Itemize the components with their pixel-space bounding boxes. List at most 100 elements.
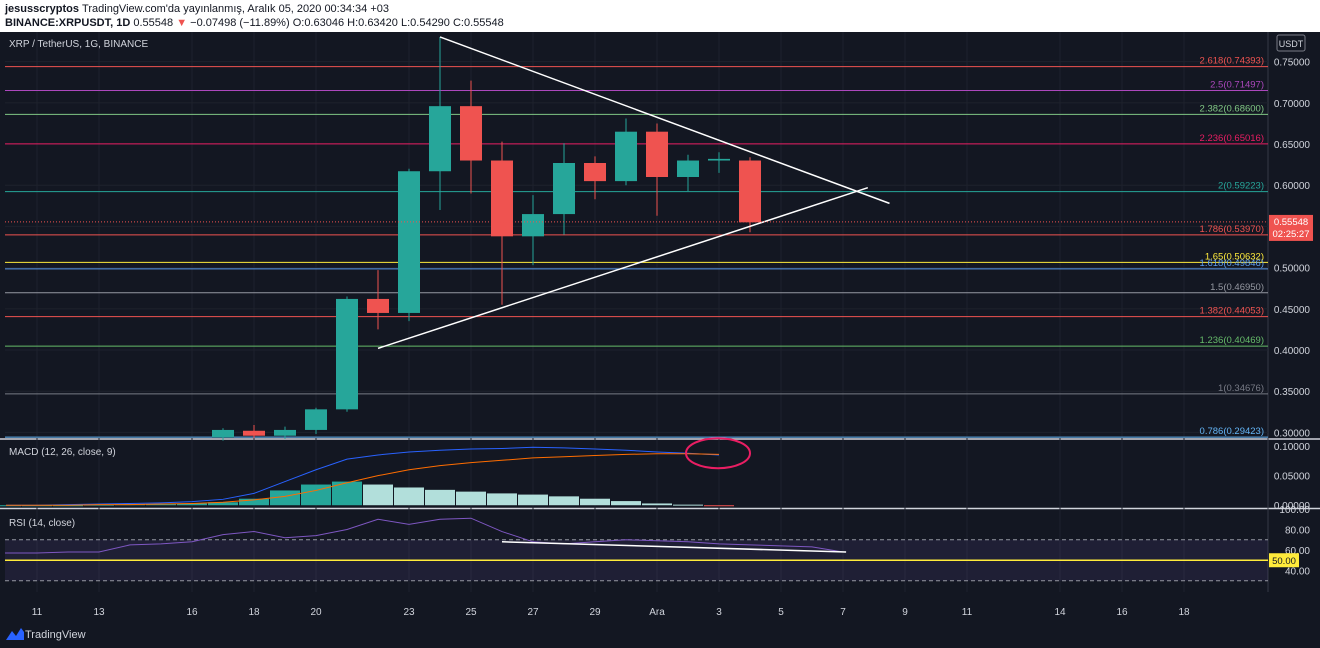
y-tick-label: 0.45000 xyxy=(1274,305,1311,316)
current-price-countdown: 02:25:27 xyxy=(1273,229,1310,240)
publish-header: jesusscryptos TradingView.com'da yayınla… xyxy=(0,0,1320,32)
macd-histogram-bar xyxy=(456,491,486,506)
candle-body xyxy=(460,106,482,161)
macd-pane xyxy=(0,437,751,507)
current-price-tag xyxy=(1269,214,1313,241)
macd-histogram-bar xyxy=(146,504,176,506)
y-tick-label: 0.50000 xyxy=(1274,264,1311,275)
rsi-title: RSI (14, close) xyxy=(9,518,75,529)
y-tick-label: 0.30000 xyxy=(1274,428,1311,439)
trendlines xyxy=(5,36,1268,350)
fib-label: 1.5(0.46950) xyxy=(1210,282,1264,293)
macd-title: MACD (12, 26, close, 9) xyxy=(9,447,116,458)
x-tick-label: Ara xyxy=(649,607,665,618)
x-tick-label: 13 xyxy=(93,607,105,618)
fib-label: 0.786(0.29423) xyxy=(1200,426,1264,437)
open-label: O: xyxy=(292,17,305,29)
close-label: C: xyxy=(452,17,464,29)
y-tick-label: 60.00 xyxy=(1285,546,1310,557)
x-tick-label: 20 xyxy=(310,607,322,618)
x-tick-label: 18 xyxy=(248,607,260,618)
footer: TradingView xyxy=(0,622,1320,648)
x-tick-label: 29 xyxy=(589,607,601,618)
macd-histogram-bar xyxy=(611,501,641,506)
fib-label: 1.236(0.40469) xyxy=(1200,335,1264,346)
rsi-line xyxy=(5,517,844,554)
macd-histogram-bar xyxy=(549,496,579,506)
y-tick-label: 0.40000 xyxy=(1274,346,1311,357)
candle-body xyxy=(336,298,358,410)
close-value: 0.55548 xyxy=(463,17,504,29)
candle-body xyxy=(243,430,265,436)
low-label: L: xyxy=(400,17,411,29)
high-value: 0.63420 xyxy=(358,17,398,29)
x-tick-label: 5 xyxy=(778,607,784,618)
plot-background xyxy=(5,32,1268,592)
down-triangle-icon: ▼ xyxy=(176,17,188,29)
y-tick-label: 0.00000 xyxy=(1274,501,1311,512)
publish-info: TradingView.com'da yayınlanmış, Aralık 0… xyxy=(82,3,389,15)
x-tick-label: 9 xyxy=(902,607,908,618)
macd-histogram-bar xyxy=(239,498,269,506)
candle-body xyxy=(305,409,327,430)
axes: 11 13 16 18 20 23 25 27 29 Ara 3 5 7 9 11 14 16 18 0.75000… xyxy=(32,34,1313,618)
macd-histogram-bar xyxy=(394,487,424,506)
candle-body xyxy=(212,429,234,438)
candle-body xyxy=(398,171,420,313)
macd-line xyxy=(6,446,720,506)
x-tick-label: 3 xyxy=(716,607,722,618)
author-name[interactable]: jesusscryptos xyxy=(5,3,79,15)
candles xyxy=(212,36,761,441)
macd-histogram-bar xyxy=(673,504,703,506)
y-tick-label: 80.00 xyxy=(1285,525,1310,536)
candle-body xyxy=(491,160,513,237)
trendline xyxy=(439,36,890,205)
fib-label: 1.618(0.49846) xyxy=(1200,258,1264,269)
last-price: 0.55548 xyxy=(133,17,174,29)
fib-label: 2.382(0.68600) xyxy=(1200,103,1264,114)
fib-label: 1.786(0.53970) xyxy=(1200,224,1264,235)
macd-histogram-bar xyxy=(642,503,672,506)
x-tick-label: 23 xyxy=(403,607,415,618)
macd-histogram-bar xyxy=(487,493,517,506)
low-value: 0.54290 xyxy=(410,17,450,29)
x-tick-label: 11 xyxy=(32,607,43,618)
fib-label: 1.65(0.50632) xyxy=(1205,251,1264,262)
macd-histogram-bar xyxy=(332,481,362,506)
currency-badge xyxy=(1276,34,1306,52)
fib-label: 2.236(0.65016) xyxy=(1200,133,1264,144)
price-change: −0.07498 (−11.89%) xyxy=(190,17,290,29)
ohlc-line: BINANCE:XRPUSDT, 1D 0.55548 ▼ −0.07498 (… xyxy=(5,17,504,29)
macd-histogram-bar xyxy=(177,503,207,506)
candle-body xyxy=(274,429,296,436)
open-value: 0.63046 xyxy=(304,17,345,29)
rsi-level-tag xyxy=(1269,553,1299,568)
y-tick-label: 0.60000 xyxy=(1274,181,1311,192)
candle-body xyxy=(739,160,761,223)
y-tick-label: 0.10000 xyxy=(1274,442,1311,453)
y-tick-label: 0.35000 xyxy=(1274,387,1311,398)
macd-histogram-bar xyxy=(208,502,238,506)
brand-name[interactable]: TradingView xyxy=(25,629,86,641)
rsi-pane xyxy=(5,517,1268,582)
y-tick-label: 40.00 xyxy=(1285,566,1310,577)
macd-histogram-bar xyxy=(518,494,548,506)
chart-area[interactable]: 2.618(0.74393) 2.5(0.71497) 2.382(0.68600)… xyxy=(0,32,1320,622)
x-tick-label: 18 xyxy=(1178,607,1190,618)
trendline xyxy=(377,187,869,350)
y-tick-label: 100.00 xyxy=(1279,505,1310,516)
macd-histogram-bar xyxy=(704,505,734,507)
macd-histogram-bar xyxy=(425,489,455,506)
currency-label: USDT xyxy=(1279,39,1304,49)
candle-body xyxy=(367,298,389,313)
y-tick-label: 0.05000 xyxy=(1274,472,1311,483)
fib-label: 2(0.59223) xyxy=(1218,181,1264,192)
signal-line xyxy=(6,453,720,506)
candle-body xyxy=(429,106,451,172)
main-title: XRP / TetherUS, 1G, BINANCE xyxy=(9,39,148,50)
fib-label: 1(0.34676) xyxy=(1218,383,1264,394)
macd-histogram-bar xyxy=(363,484,393,506)
x-tick-label: 16 xyxy=(186,607,198,618)
y-tick-label: 0.75000 xyxy=(1274,58,1311,69)
rsi-trendline xyxy=(501,541,847,553)
